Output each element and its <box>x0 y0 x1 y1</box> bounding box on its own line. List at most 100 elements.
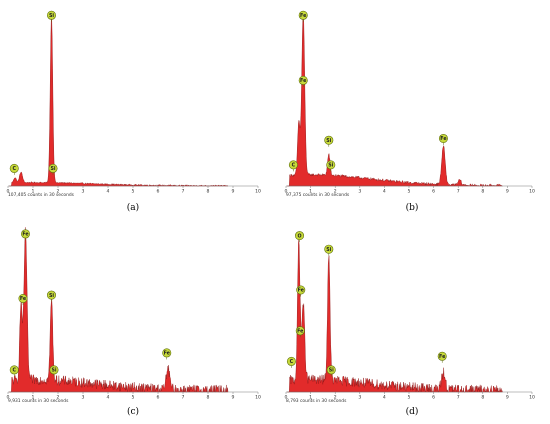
panel-label: (b) <box>406 202 419 213</box>
badge-label: Fe <box>440 136 447 142</box>
element-badge: Si <box>326 365 336 377</box>
badge-circle <box>288 160 298 170</box>
badge-circle <box>9 365 19 375</box>
badge-label: Si <box>328 163 333 169</box>
badge-circle <box>9 163 19 173</box>
x-tick-label: 3 <box>82 395 85 401</box>
badge-label: Fe <box>164 351 171 357</box>
badge-circle <box>49 365 59 375</box>
x-tick-label: 9 <box>506 189 509 195</box>
x-tick-label: 9 <box>232 189 235 195</box>
x-tick-label: 2 <box>57 395 60 401</box>
badge-circle <box>324 135 334 145</box>
x-tick-label: 0 <box>7 189 10 195</box>
counts-label: 9,931 counts in 30 seconds <box>8 398 69 404</box>
counts-label: 107,405 counts in 30 seconds <box>8 192 75 198</box>
element-badge: Fe <box>298 75 308 87</box>
badge-label: Si <box>49 13 54 19</box>
badge-label: Fe <box>300 78 307 84</box>
badge-label: Fe <box>439 354 446 360</box>
element-badge: Si <box>324 135 334 147</box>
x-tick-label: 5 <box>132 395 135 401</box>
spectrum-area <box>9 227 229 393</box>
x-tick-label: 2 <box>334 189 337 195</box>
badge-label: C <box>12 368 16 374</box>
panel-b: 0 1 2 3 4 5 6 7 8 9 10 97,375 counts in 30 seconds F… <box>285 10 535 213</box>
element-badge: Fe <box>295 326 305 338</box>
x-tick-label: 3 <box>358 395 361 401</box>
counts-label: 8,793 counts in 30 seconds <box>286 398 347 404</box>
element-badge: Si <box>49 365 59 377</box>
element-badge: Fe <box>298 10 308 22</box>
element-badge: Fe <box>437 351 447 363</box>
badge-circle <box>296 285 306 295</box>
element-badge: Fe <box>438 133 448 145</box>
badge-circle <box>298 75 308 85</box>
badge-circle <box>162 348 172 358</box>
x-tick-label: 5 <box>408 395 411 401</box>
x-tick-label: 0 <box>7 395 10 401</box>
element-badge: Si <box>46 290 56 302</box>
x-tick-label: 8 <box>207 395 210 401</box>
badge-label: Si <box>329 368 334 374</box>
badge-circle <box>286 356 296 366</box>
badge-label: O <box>297 233 301 239</box>
badge-label: C <box>12 166 16 172</box>
x-tick-label: 1 <box>309 395 312 401</box>
badge-circle <box>326 160 336 170</box>
x-tick-label: 4 <box>107 189 110 195</box>
badge-circle <box>18 293 28 303</box>
element-badge: Si <box>46 10 56 22</box>
element-badge: C <box>9 163 19 175</box>
element-badge: C <box>288 160 298 172</box>
badge-label: Si <box>49 293 54 299</box>
x-tick-label: 1 <box>32 189 35 195</box>
element-badge: Si <box>324 244 334 256</box>
x-tick-label: 4 <box>383 189 386 195</box>
x-tick-label: 7 <box>182 395 185 401</box>
badge-label: Si <box>51 368 56 374</box>
element-badge: Si <box>48 163 58 175</box>
x-tick-label: 1 <box>32 395 35 401</box>
x-tick-label: 4 <box>383 395 386 401</box>
x-tick-label: 4 <box>107 395 110 401</box>
element-badge: Fe <box>296 285 306 297</box>
badge-circle <box>295 231 305 241</box>
badge-label: Fe <box>297 329 304 335</box>
panel-c: 0 1 2 3 4 5 6 7 8 9 10 9,931 counts in 30 seconds Fe… <box>7 227 261 417</box>
x-tick-label: 1 <box>309 189 312 195</box>
badge-label: Si <box>326 138 331 144</box>
x-tick-label: 10 <box>529 395 535 401</box>
spectrum-area <box>287 13 503 187</box>
x-tick-label: 2 <box>334 395 337 401</box>
badge-label: Fe <box>22 232 29 238</box>
x-tick-label: 6 <box>432 395 435 401</box>
spectrum-area <box>287 239 503 393</box>
x-tick-label: 0 <box>285 395 288 401</box>
x-tick-label: 5 <box>132 189 135 195</box>
x-tick-label: 7 <box>182 189 185 195</box>
element-badge: Fe <box>20 229 30 241</box>
x-tick-label: 6 <box>157 395 160 401</box>
x-tick-label: 8 <box>207 189 210 195</box>
x-tick-label: 3 <box>358 189 361 195</box>
badge-circle <box>295 326 305 336</box>
element-badge: Fe <box>162 348 172 360</box>
badge-circle <box>326 365 336 375</box>
counts-label: 97,375 counts in 30 seconds <box>286 192 350 198</box>
element-badge: O <box>295 231 305 243</box>
panel-label: (c) <box>127 406 139 417</box>
x-tick-label: 10 <box>529 189 535 195</box>
x-tick-label: 3 <box>82 189 85 195</box>
badge-label: Fe <box>300 13 307 19</box>
element-badge: Si <box>326 160 336 172</box>
x-tick-label: 8 <box>481 189 484 195</box>
x-tick-label: 6 <box>432 189 435 195</box>
x-tick-label: 9 <box>232 395 235 401</box>
badge-label: Si <box>50 166 55 172</box>
x-tick-label: 6 <box>157 189 160 195</box>
badge-circle <box>324 244 334 254</box>
badge-circle <box>437 351 447 361</box>
badge-circle <box>298 10 308 20</box>
